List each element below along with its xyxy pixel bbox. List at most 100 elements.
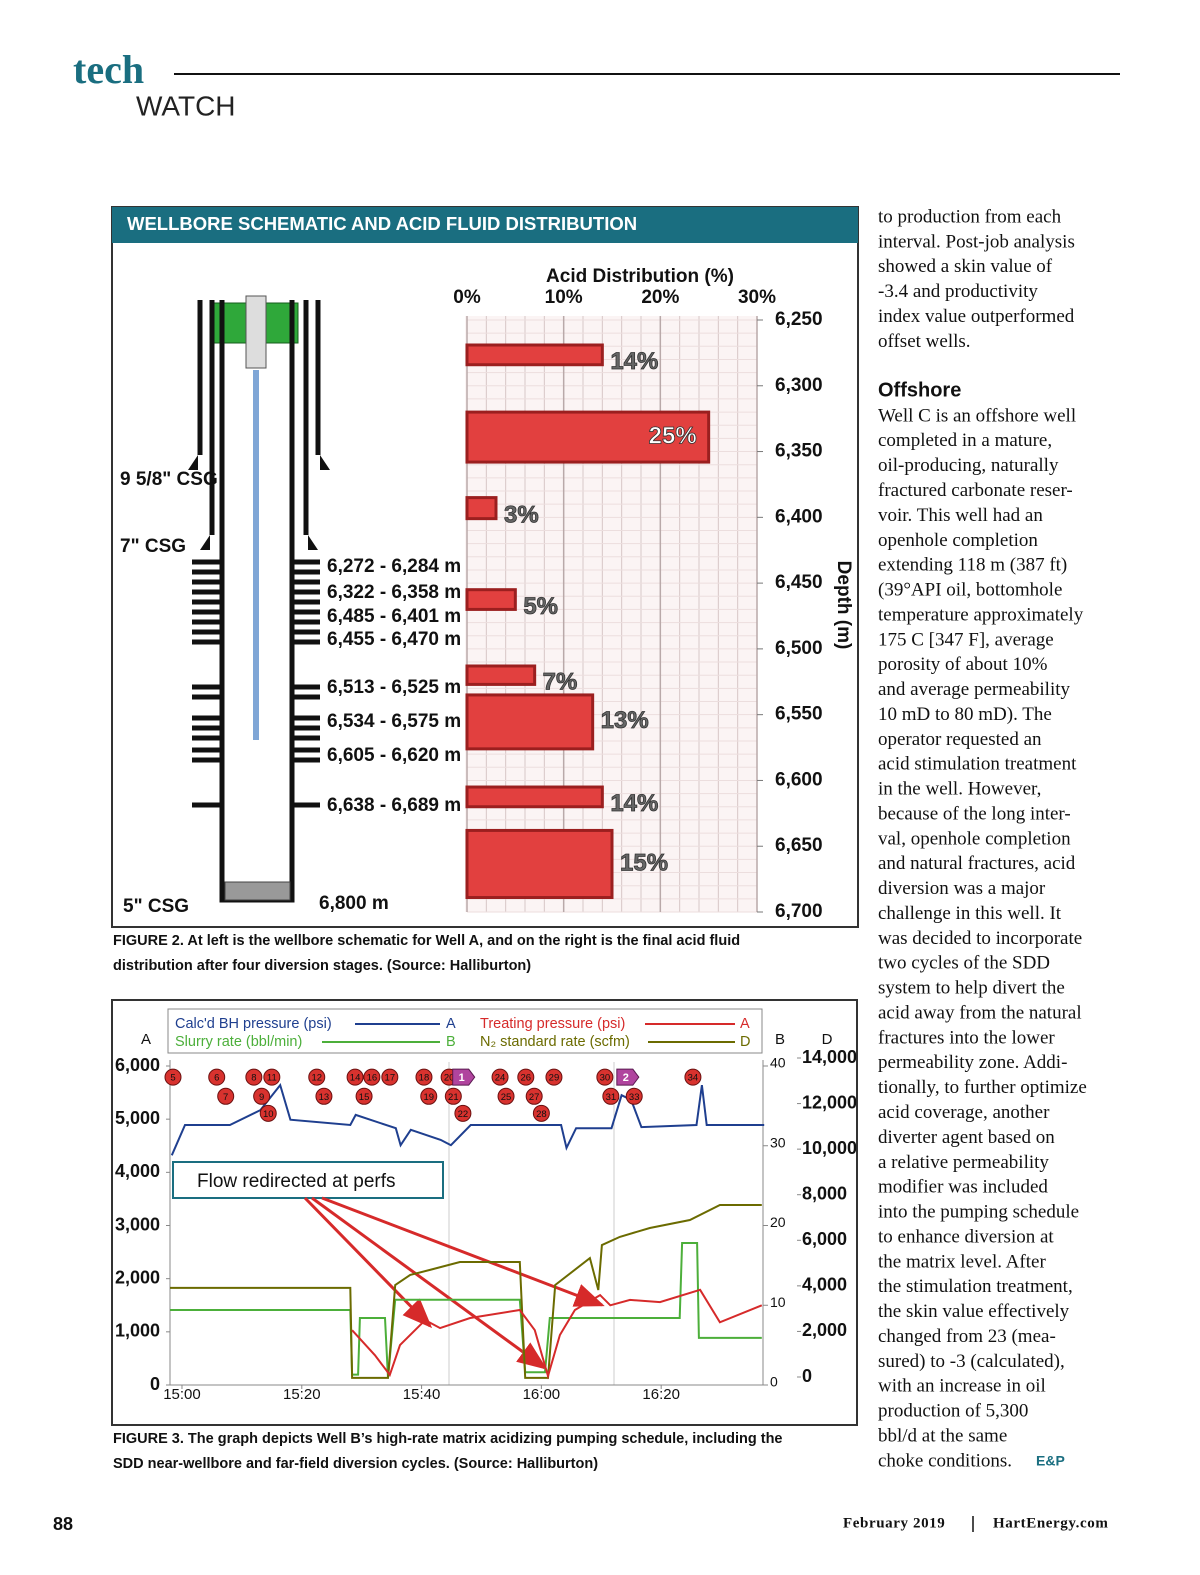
event-marker-label: 6 bbox=[214, 1073, 219, 1084]
event-marker bbox=[259, 1104, 277, 1122]
article-line: and average permeability bbox=[878, 679, 1071, 700]
figure-caption: distribution after four diversion stages… bbox=[113, 958, 531, 974]
event-marker-label: 18 bbox=[419, 1073, 430, 1084]
bar bbox=[465, 785, 604, 809]
article-line: into the pumping schedule bbox=[878, 1202, 1079, 1223]
event-marker-label: 9 bbox=[259, 1092, 264, 1103]
casing-label: 5" CSG bbox=[123, 896, 189, 917]
y3-tick-label: 2,000 bbox=[802, 1320, 847, 1340]
annotation-arrow bbox=[303, 1196, 433, 1329]
footer-site: HartEnergy.com bbox=[993, 1515, 1108, 1531]
y3-tick-label: 10,000 bbox=[802, 1138, 857, 1158]
x-tick-label: 16:20 bbox=[642, 1386, 680, 1403]
y2-tick-label: 20 bbox=[770, 1214, 786, 1230]
y2-tick-label: 10 bbox=[770, 1294, 786, 1310]
series-line bbox=[170, 1204, 762, 1379]
event-marker bbox=[420, 1087, 438, 1105]
perforation-label: 6,272 - 6,284 m bbox=[327, 556, 461, 577]
article-line: to production from each bbox=[878, 206, 1062, 227]
event-marker-label: 15 bbox=[359, 1092, 370, 1103]
article-line: system to help divert the bbox=[878, 978, 1065, 999]
event-marker bbox=[454, 1104, 472, 1122]
article-line: operator requested an bbox=[878, 729, 1042, 750]
page-number: 88 bbox=[53, 1514, 73, 1534]
y-tick-label: 6,650 bbox=[775, 835, 823, 856]
event-marker-label: 34 bbox=[688, 1073, 699, 1084]
article-line: (39°API oil, bottomhole bbox=[878, 580, 1062, 601]
event-marker-label: 30 bbox=[600, 1073, 611, 1084]
axis-title: A bbox=[141, 1031, 151, 1048]
article-line: oil-producing, naturally bbox=[878, 455, 1059, 476]
y3-tick-label: 6,000 bbox=[802, 1229, 847, 1249]
event-marker bbox=[684, 1068, 702, 1086]
figure-title: WELLBORE SCHEMATIC AND ACID FLUID DISTRI… bbox=[127, 213, 637, 234]
bar bbox=[465, 496, 498, 521]
event-marker bbox=[415, 1068, 433, 1086]
y-tick-label: 6,700 bbox=[775, 901, 823, 922]
event-marker-label: 27 bbox=[529, 1092, 540, 1103]
article-line: interval. Post-job analysis bbox=[878, 231, 1075, 252]
casing-outer bbox=[197, 300, 321, 455]
x-tick-label: 15:40 bbox=[403, 1386, 441, 1403]
axis-title: D bbox=[822, 1031, 833, 1048]
casing-label: 9 5/8" CSG bbox=[120, 469, 218, 490]
article-line: openhole completion bbox=[878, 530, 1038, 551]
article-line: and natural fractures, acid bbox=[878, 853, 1076, 874]
legend-label: Calc'd BH pressure (psi) bbox=[175, 1016, 332, 1032]
y3-tick-label: 0 bbox=[802, 1366, 812, 1386]
series-line bbox=[170, 1242, 762, 1378]
y-tick-label: 3,000 bbox=[115, 1214, 160, 1234]
x-tick-label: 10% bbox=[545, 287, 583, 308]
y2-tick-label: 30 bbox=[770, 1134, 786, 1150]
section-subtitle: WATCH bbox=[136, 90, 236, 121]
y2-tick-label: 40 bbox=[770, 1055, 786, 1071]
event-marker bbox=[245, 1068, 263, 1086]
value-label: 25% bbox=[649, 422, 697, 449]
article-line: voir. This well had an bbox=[878, 505, 1043, 526]
series-line bbox=[351, 1288, 763, 1380]
event-marker-label: 7 bbox=[223, 1092, 228, 1103]
figure-caption: FIGURE 2. At left is the wellbore schema… bbox=[113, 933, 740, 949]
event-marker-label: 20 bbox=[444, 1073, 455, 1084]
event-marker bbox=[525, 1087, 543, 1105]
x-tick-label: 15:00 bbox=[163, 1386, 201, 1403]
y-tick-label: 6,550 bbox=[775, 704, 823, 725]
perforation-label: 6,455 - 6,470 m bbox=[327, 629, 461, 650]
article-line: sured) to -3 (calculated), bbox=[878, 1351, 1065, 1372]
value-label: 13% bbox=[601, 707, 649, 734]
article-line: a relative permeability bbox=[878, 1152, 1049, 1173]
series-line bbox=[170, 1082, 765, 1156]
perforation-label: 6,322 - 6,358 m bbox=[327, 582, 461, 603]
y-tick-label: 5,000 bbox=[115, 1108, 160, 1128]
event-marker bbox=[308, 1068, 326, 1086]
event-marker-label: 14 bbox=[350, 1073, 361, 1084]
y-tick-label: 4,000 bbox=[115, 1161, 160, 1181]
event-marker bbox=[444, 1087, 462, 1105]
article-line: two cycles of the SDD bbox=[878, 953, 1050, 974]
article-line: production of 5,300 bbox=[878, 1401, 1028, 1422]
event-marker-label: 31 bbox=[606, 1092, 617, 1103]
event-marker-label: 28 bbox=[536, 1109, 547, 1120]
article-line: 10 mD to 80 mD). The bbox=[878, 704, 1052, 725]
legend-box bbox=[167, 1008, 763, 1054]
article-line: showed a skin value of bbox=[878, 256, 1053, 277]
x-tick-label: 30% bbox=[738, 287, 776, 308]
event-marker bbox=[381, 1068, 399, 1086]
axis-title: B bbox=[775, 1031, 785, 1048]
bar bbox=[465, 588, 517, 611]
bar bbox=[465, 343, 604, 367]
event-marker-label: 21 bbox=[448, 1092, 459, 1103]
legend-axis: A bbox=[446, 1016, 456, 1032]
y-tick-label: 6,450 bbox=[775, 572, 823, 593]
y3-tick-label: 12,000 bbox=[802, 1092, 857, 1112]
perforation-label: 6,485 - 6,401 m bbox=[327, 606, 461, 627]
event-marker bbox=[217, 1087, 235, 1105]
event-marker-label: 17 bbox=[385, 1073, 396, 1084]
stage-flag-label: 1 bbox=[459, 1072, 465, 1084]
event-marker-label: 19 bbox=[423, 1092, 434, 1103]
tubing-hanger bbox=[245, 295, 267, 369]
article-heading: Offshore bbox=[878, 379, 961, 401]
figure-header bbox=[112, 207, 858, 243]
y-tick-label: 6,350 bbox=[775, 441, 823, 462]
